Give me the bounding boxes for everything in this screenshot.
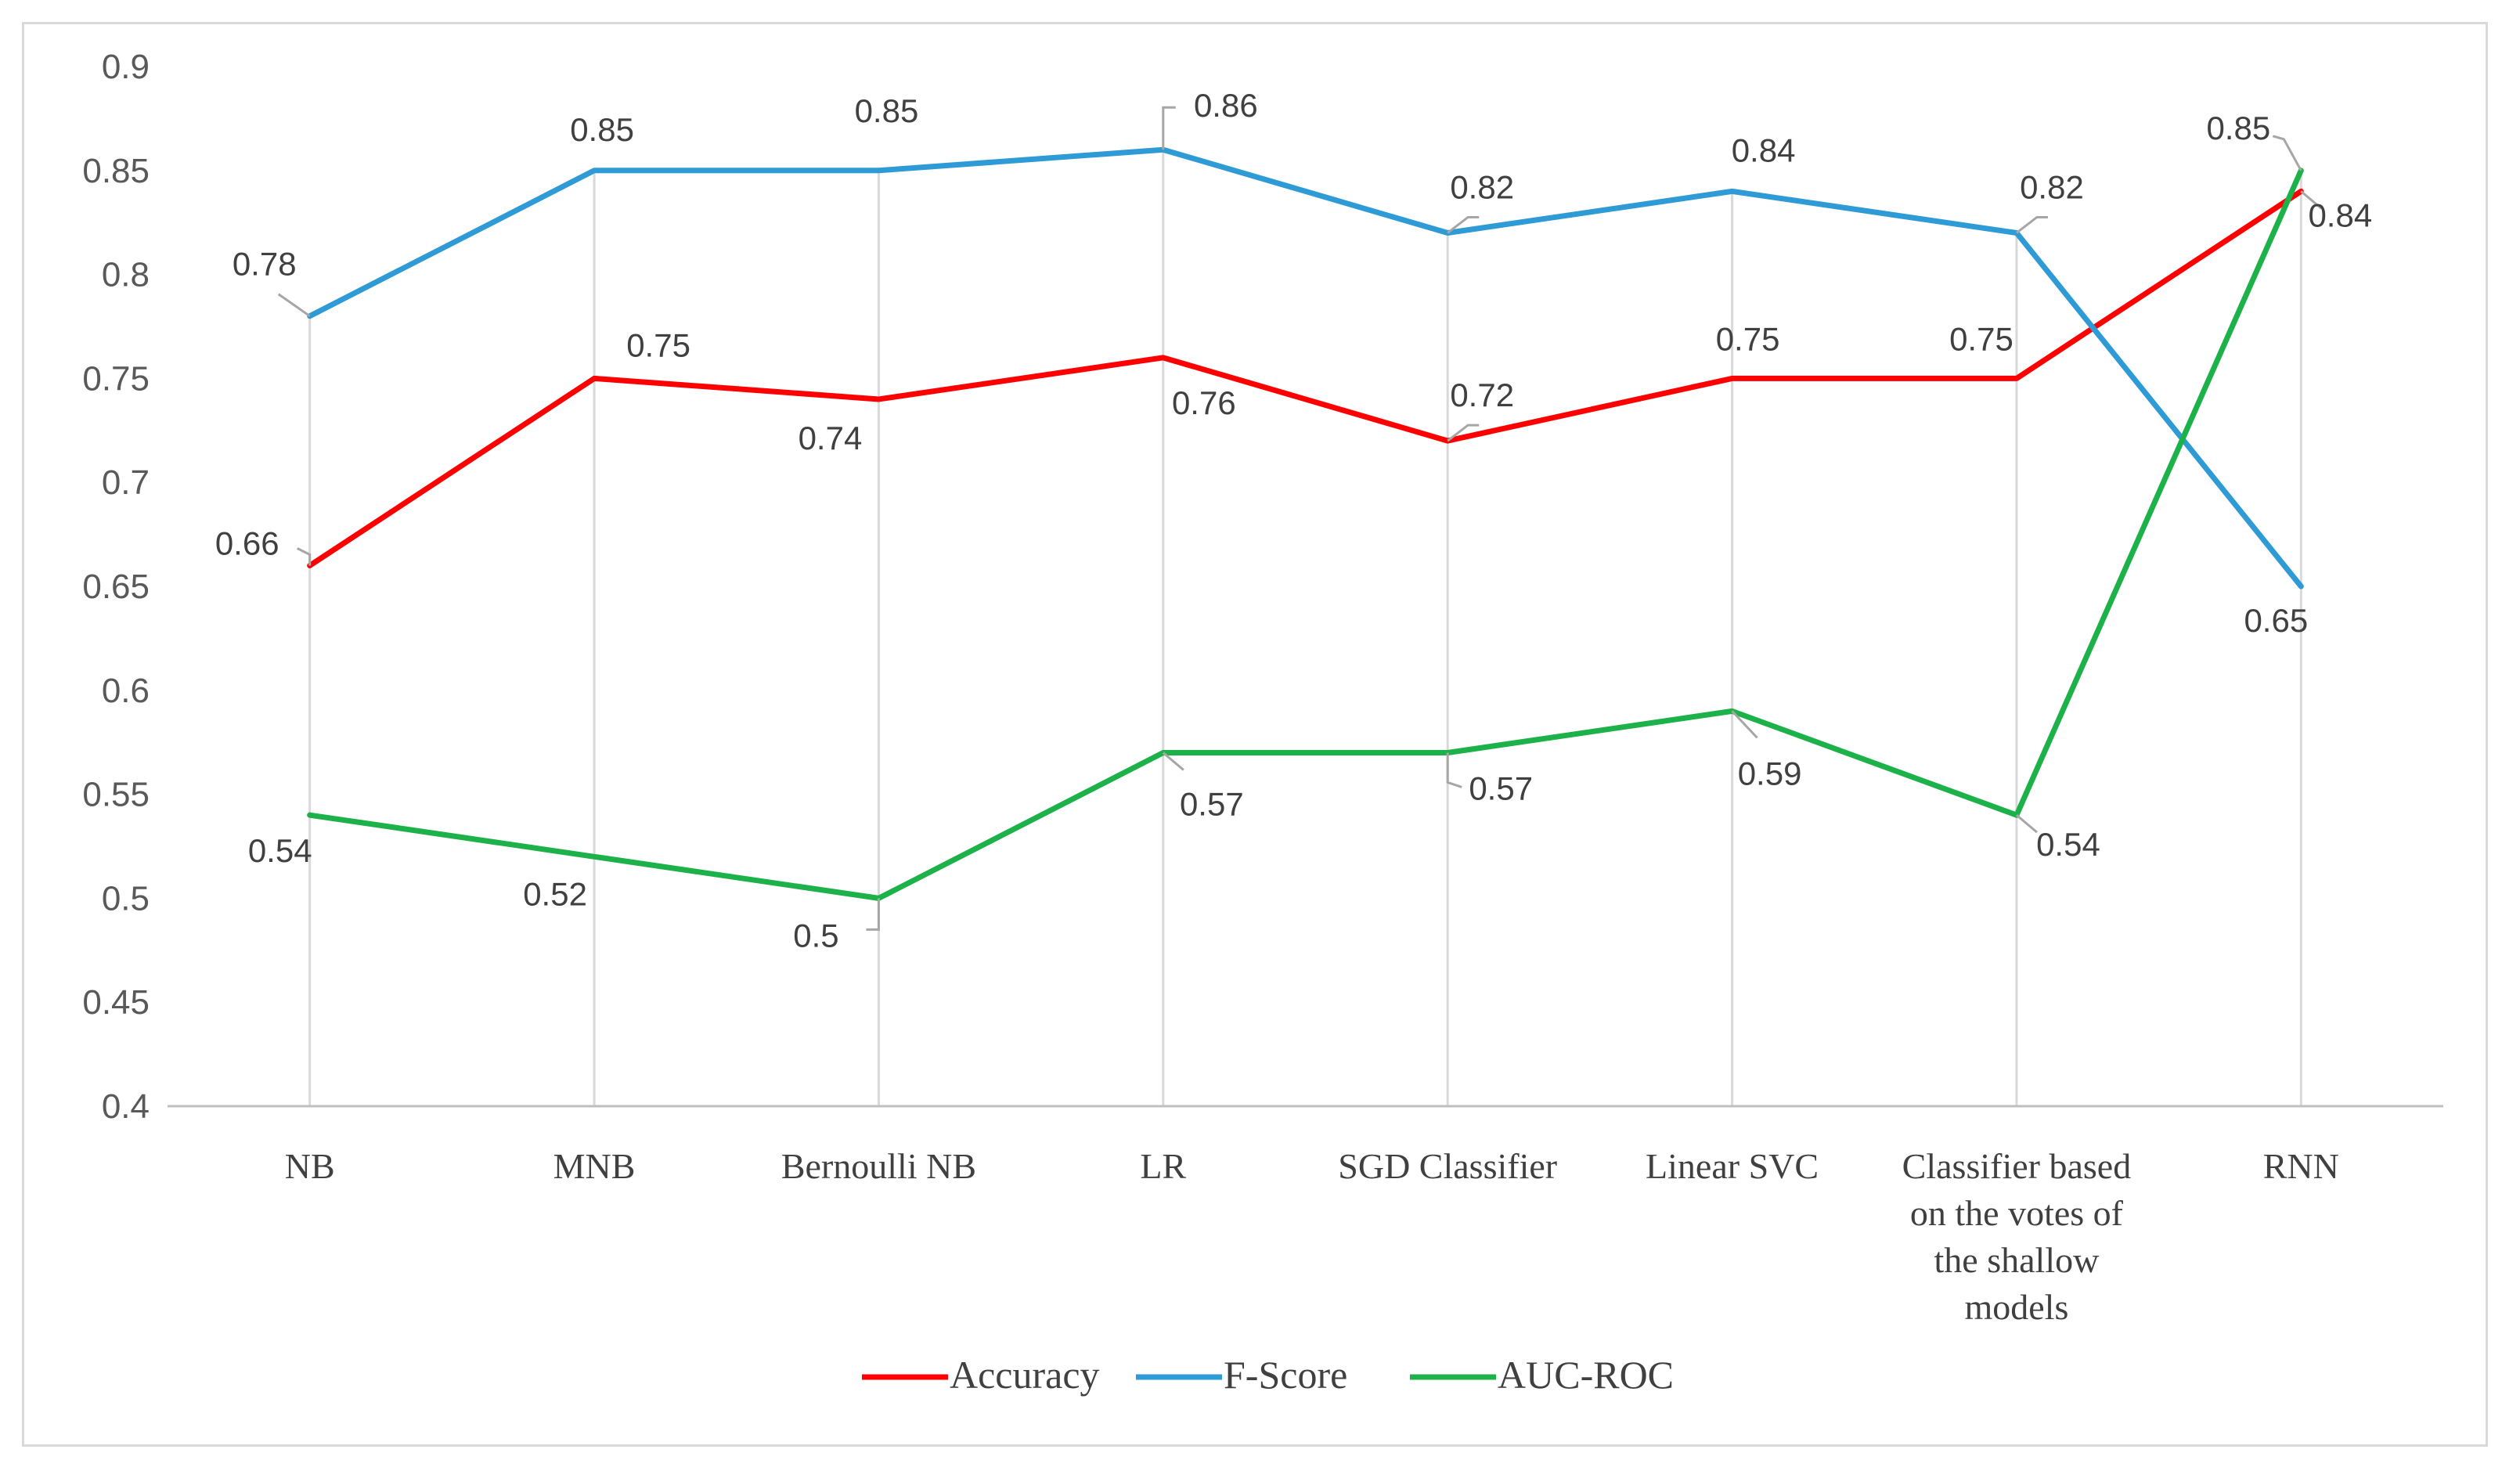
data-label: 0.84: [1732, 132, 1796, 168]
y-tick-label: 0.45: [82, 983, 150, 1022]
leader-line: [1162, 752, 1184, 771]
legend-label: F-Score: [1224, 1353, 1347, 1397]
y-tick-label: 0.4: [102, 1087, 150, 1126]
data-label: 0.75: [1716, 320, 1780, 357]
data-label: 0.54: [2036, 826, 2100, 863]
leader-line: [1447, 424, 1480, 442]
legend-label: Accuracy: [950, 1353, 1100, 1397]
x-tick-label: LR: [1140, 1146, 1186, 1186]
legend-label: AUC-ROC: [1498, 1353, 1674, 1397]
data-label: 0.5: [793, 917, 838, 954]
y-tick-label: 0.9: [102, 48, 150, 86]
data-label: 0.75: [1949, 320, 2013, 357]
leader-line: [297, 547, 312, 566]
x-tick-label: SGD Classifier: [1338, 1146, 1557, 1186]
data-label: 0.82: [1450, 168, 1514, 205]
x-tick-label: MNB: [553, 1146, 636, 1186]
data-label: 0.82: [2020, 168, 2084, 205]
leader-line: [1162, 106, 1176, 150]
y-tick-label: 0.55: [82, 776, 150, 814]
series-line-auc-roc: [307, 168, 2304, 901]
leader-line: [866, 898, 880, 931]
x-tick-label: Classifier based: [1902, 1146, 2132, 1186]
x-tick-label: models: [1964, 1287, 2068, 1327]
series-line-accuracy: [307, 188, 2304, 568]
data-labels: 0.66 0.75 0.74 0.76 0.72 0.75 0.75 0.84 0.78 0.85…: [215, 87, 2372, 954]
gridlines: [308, 150, 2302, 1106]
x-tick-label: Linear SVC: [1646, 1146, 1819, 1186]
data-label: 0.78: [233, 246, 297, 283]
legend: Accuracy F-Score AUC-ROC: [862, 1353, 1674, 1397]
data-label: 0.85: [2206, 110, 2270, 146]
x-tick-label: on the votes of: [1910, 1193, 2124, 1233]
data-label: 0.57: [1180, 785, 1244, 822]
x-tick-label: RNN: [2263, 1146, 2339, 1186]
leader-line: [1447, 215, 1480, 234]
y-tick-label: 0.8: [102, 256, 150, 294]
label-leader-lines: [277, 106, 2323, 931]
chart-container: 0.4 0.45 0.5 0.55 0.6 0.65 0.7 0.75 0.8 0.85 0.9 NB…: [22, 22, 2488, 1447]
leader-line: [1731, 710, 1758, 739]
x-tick-label: NB: [285, 1146, 335, 1186]
line-chart: 0.4 0.45 0.5 0.55 0.6 0.65 0.7 0.75 0.8 0.85 0.9 NB…: [82, 48, 2443, 1397]
y-tick-label: 0.85: [82, 152, 150, 190]
x-tick-label: Bernoulli NB: [781, 1146, 976, 1186]
y-tick-label: 0.6: [102, 672, 150, 710]
axes: 0.4 0.45 0.5 0.55 0.6 0.65 0.7 0.75 0.8 0.85 0.9 NB…: [82, 48, 2443, 1327]
y-tick-label: 0.75: [82, 359, 150, 398]
leader-line: [2272, 135, 2302, 171]
leader-line: [2016, 215, 2048, 234]
data-label: 0.85: [855, 92, 919, 129]
data-label: 0.57: [1469, 770, 1533, 806]
data-label: 0.74: [799, 420, 863, 456]
series-line-f-score: [307, 146, 2304, 589]
data-label: 0.86: [1194, 87, 1258, 124]
series-lines: [307, 146, 2304, 901]
x-tick-label: the shallow: [1934, 1240, 2100, 1280]
data-label: 0.65: [2244, 602, 2308, 639]
data-label: 0.52: [523, 875, 587, 912]
y-tick-label: 0.5: [102, 879, 150, 918]
data-label: 0.76: [1172, 384, 1236, 421]
data-label: 0.59: [1738, 755, 1802, 791]
leader-line: [2300, 190, 2323, 210]
y-tick-label: 0.65: [82, 568, 150, 606]
data-label: 0.54: [248, 832, 312, 869]
data-label: 0.75: [626, 326, 690, 363]
data-label: 0.84: [2308, 196, 2372, 233]
y-tick-label: 0.7: [102, 463, 150, 502]
leader-line: [2015, 814, 2038, 834]
data-label: 0.72: [1450, 377, 1514, 413]
data-label: 0.85: [570, 111, 634, 148]
data-label: 0.66: [215, 525, 279, 561]
leader-line: [277, 293, 311, 317]
leader-line: [1446, 752, 1462, 788]
